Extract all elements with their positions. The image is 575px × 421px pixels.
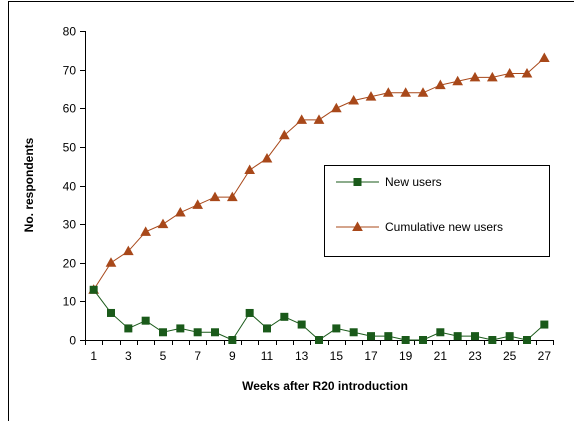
data-point-new-users: [419, 336, 427, 344]
data-point-cumulative-new-users: [278, 129, 290, 140]
y-tick-label: 60: [63, 102, 77, 116]
data-point-cumulative-new-users: [105, 257, 117, 267]
x-tick-label: 25: [503, 349, 517, 363]
plot-area: [88, 52, 550, 344]
data-point-cumulative-new-users: [192, 199, 204, 209]
data-point-cumulative-new-users: [417, 87, 429, 97]
data-point-new-users: [280, 312, 289, 321]
data-point-new-users: [436, 328, 445, 337]
x-tick-label: 7: [194, 349, 201, 363]
y-tick-label: 80: [63, 25, 77, 39]
data-point-new-users: [228, 336, 237, 344]
legend-swatch-marker: [353, 178, 362, 186]
data-point-new-users: [471, 332, 479, 341]
y-tick-label: 0: [69, 334, 76, 348]
legend-item-cumulative-new-users: Cumulative new users: [336, 220, 503, 234]
data-point-cumulative-new-users: [538, 52, 550, 63]
data-point-new-users: [384, 332, 393, 341]
y-axis-title: No. respondents: [22, 137, 36, 232]
y-tick-label: 10: [63, 295, 77, 309]
data-point-cumulative-new-users: [122, 245, 134, 256]
legend-label: New users: [385, 175, 442, 189]
data-point-cumulative-new-users: [504, 67, 516, 78]
x-axis-title: Weeks after R20 introduction: [242, 379, 408, 393]
y-tick-label: 50: [63, 141, 77, 155]
data-point-cumulative-new-users: [174, 207, 186, 217]
data-point-new-users: [107, 308, 115, 317]
x-tick-label: 9: [229, 349, 236, 363]
data-point-new-users: [332, 324, 341, 333]
data-point-cumulative-new-users: [521, 67, 533, 78]
series-new-users: [89, 285, 549, 344]
x-tick-label: 17: [364, 349, 378, 363]
data-point-new-users: [349, 328, 358, 337]
data-point-cumulative-new-users: [434, 79, 446, 90]
x-tick-label: 3: [125, 349, 132, 363]
legend: New users Cumulative new users: [324, 165, 550, 257]
data-point-new-users: [159, 328, 167, 337]
data-point-cumulative-new-users: [244, 164, 256, 175]
legend-box: [324, 165, 550, 257]
data-point-cumulative-new-users: [486, 71, 498, 82]
data-point-cumulative-new-users: [226, 191, 238, 202]
data-point-cumulative-new-users: [330, 102, 342, 113]
data-point-new-users: [488, 336, 497, 344]
data-point-new-users: [245, 308, 254, 317]
data-point-cumulative-new-users: [400, 87, 412, 97]
data-point-new-users: [540, 320, 549, 329]
data-point-new-users: [453, 332, 462, 341]
data-point-cumulative-new-users: [209, 191, 221, 202]
data-point-new-users: [263, 324, 271, 333]
data-point-new-users: [141, 316, 150, 325]
data-point-new-users: [124, 324, 133, 333]
data-point-cumulative-new-users: [452, 75, 464, 86]
x-tick-label: 11: [261, 349, 274, 363]
legend-label: Cumulative new users: [385, 220, 503, 234]
data-point-new-users: [367, 332, 375, 341]
data-point-cumulative-new-users: [348, 95, 360, 105]
x-tick-label: 15: [330, 349, 344, 363]
x-tick-label: 5: [160, 349, 167, 363]
data-point-new-users: [401, 336, 410, 344]
data-point-cumulative-new-users: [469, 71, 481, 82]
data-point-cumulative-new-users: [313, 114, 325, 124]
data-point-cumulative-new-users: [261, 152, 273, 163]
x-tick-label: 23: [468, 349, 482, 363]
data-point-cumulative-new-users: [382, 87, 394, 97]
x-axis-ticks: 1 3 5 7 9 11 13 15 17 19 21 23 25 27: [85, 340, 554, 363]
data-point-new-users: [193, 328, 202, 337]
chart-frame-lines: [8, 1, 574, 421]
x-tick-label: 27: [538, 349, 552, 363]
data-point-new-users: [523, 336, 531, 344]
data-point-new-users: [505, 332, 514, 341]
y-tick-label: 20: [63, 257, 77, 271]
data-point-cumulative-new-users: [157, 218, 169, 229]
legend-item-new-users: New users: [336, 175, 442, 189]
x-tick-label: 13: [295, 349, 309, 363]
data-point-cumulative-new-users: [296, 114, 308, 124]
y-tick-label: 70: [63, 64, 77, 78]
data-point-cumulative-new-users: [365, 91, 377, 101]
y-tick-label: 40: [63, 180, 77, 194]
y-axis-ticks: 0 10 20 30 40 50 60 70 80: [63, 25, 85, 348]
data-point-new-users: [89, 285, 98, 294]
y-tick-label: 30: [63, 218, 77, 232]
data-point-new-users: [211, 328, 219, 337]
data-point-new-users: [315, 336, 323, 344]
x-tick-label: 19: [399, 349, 413, 363]
data-point-new-users: [297, 320, 306, 329]
legend-swatch-marker: [352, 221, 363, 231]
x-tick-label: 21: [434, 349, 448, 363]
data-point-cumulative-new-users: [140, 226, 152, 236]
x-tick-label: 1: [90, 349, 97, 363]
data-point-new-users: [176, 324, 185, 333]
